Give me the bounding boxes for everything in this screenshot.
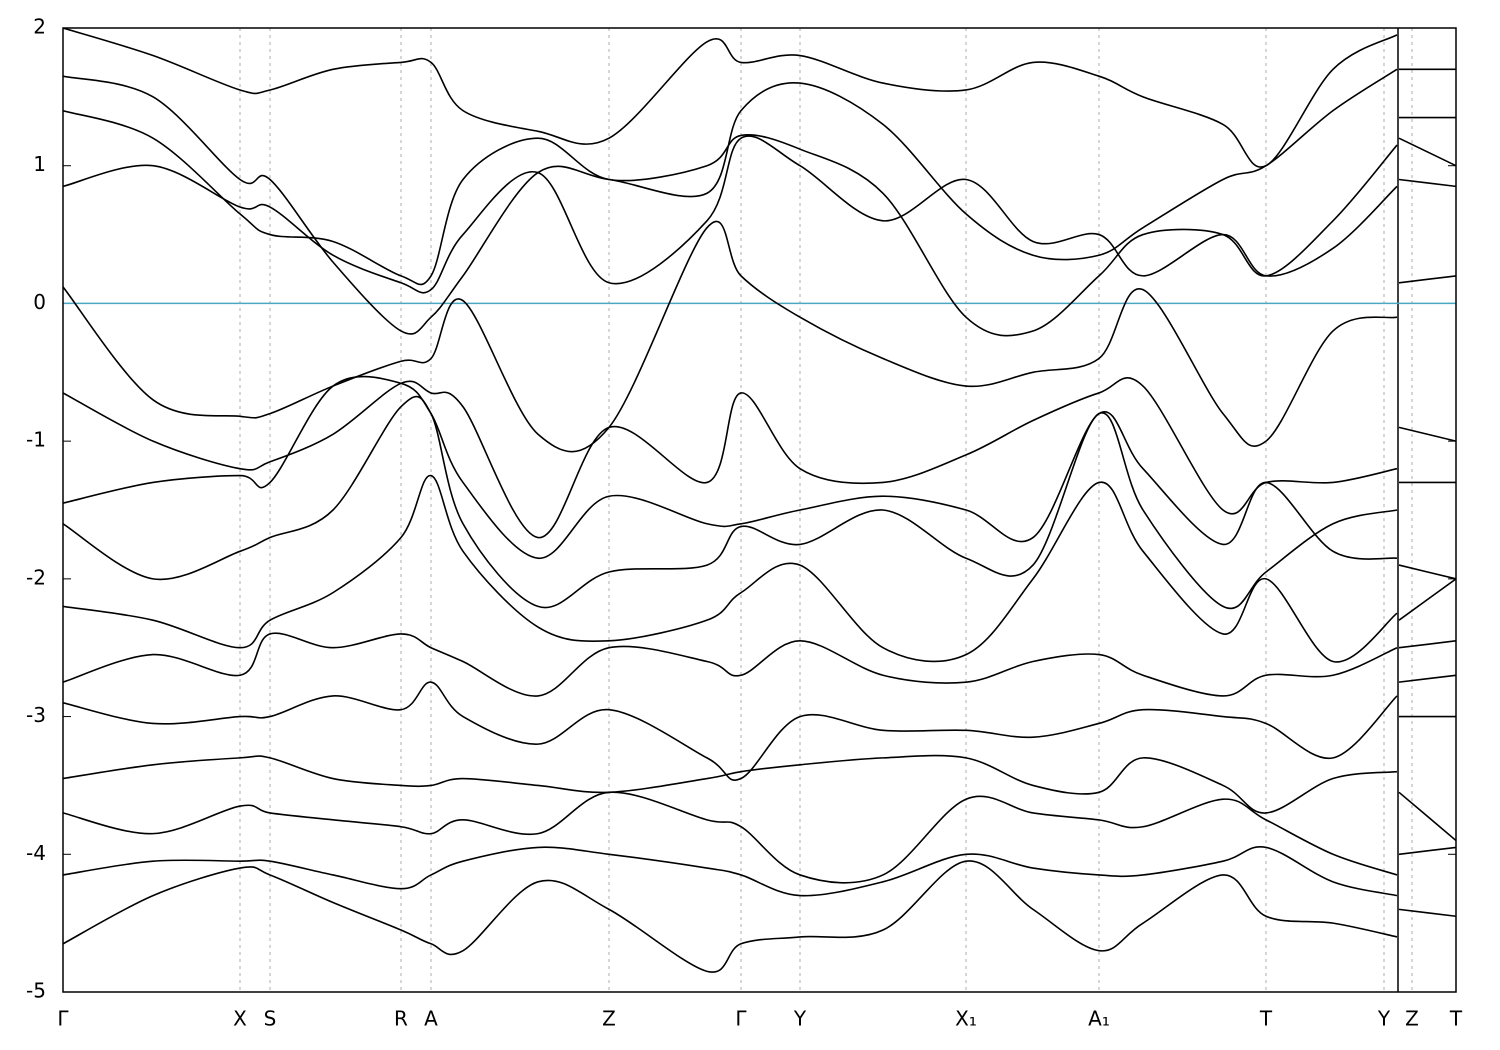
- x-tick-label: Z: [1405, 1007, 1419, 1031]
- y-tick-label: 1: [33, 152, 46, 176]
- x-tick-label: T: [1449, 1007, 1463, 1031]
- band-line: [63, 860, 1456, 973]
- band-line: [63, 220, 1456, 453]
- x-tick-label: S: [264, 1007, 277, 1031]
- y-tick-label: -2: [26, 565, 46, 589]
- band-line: [63, 135, 1456, 294]
- y-tick-label: -1: [26, 428, 46, 452]
- band-line: [63, 395, 1456, 610]
- band-line: [63, 28, 1456, 168]
- y-tick-label: -5: [26, 979, 46, 1003]
- x-tick-label: Γ: [735, 1007, 747, 1031]
- x-tick-label: R: [394, 1007, 408, 1031]
- y-tick-label: -3: [26, 703, 46, 727]
- x-tick-label: X₁: [955, 1007, 977, 1031]
- y-tick-label: 2: [33, 15, 46, 39]
- bands: [63, 28, 1456, 973]
- band-line: [63, 791, 1456, 884]
- x-tick-label: Y: [793, 1007, 807, 1031]
- band-line: [63, 674, 1456, 781]
- x-tick-label: Γ: [57, 1007, 69, 1031]
- plot-frame: [62, 27, 1457, 993]
- band-line: [63, 375, 1456, 560]
- y-tick-label: -4: [26, 841, 46, 865]
- band-line: [63, 68, 1456, 335]
- band-line: [63, 377, 1456, 539]
- x-tick-label: T: [1259, 1007, 1273, 1031]
- x-tick-label: Z: [602, 1007, 616, 1031]
- x-tick-label: A: [424, 1007, 438, 1031]
- x-tick-label: X: [233, 1007, 247, 1031]
- y-tick-label: 0: [33, 290, 46, 314]
- band-line: [63, 715, 1456, 814]
- x-tick-label: Y: [1377, 1007, 1391, 1031]
- band-line: [63, 632, 1456, 697]
- band-line: [63, 474, 1456, 663]
- band-line: [63, 109, 1456, 337]
- x-tick-label: A₁: [1088, 1007, 1110, 1031]
- band-line: [63, 846, 1456, 897]
